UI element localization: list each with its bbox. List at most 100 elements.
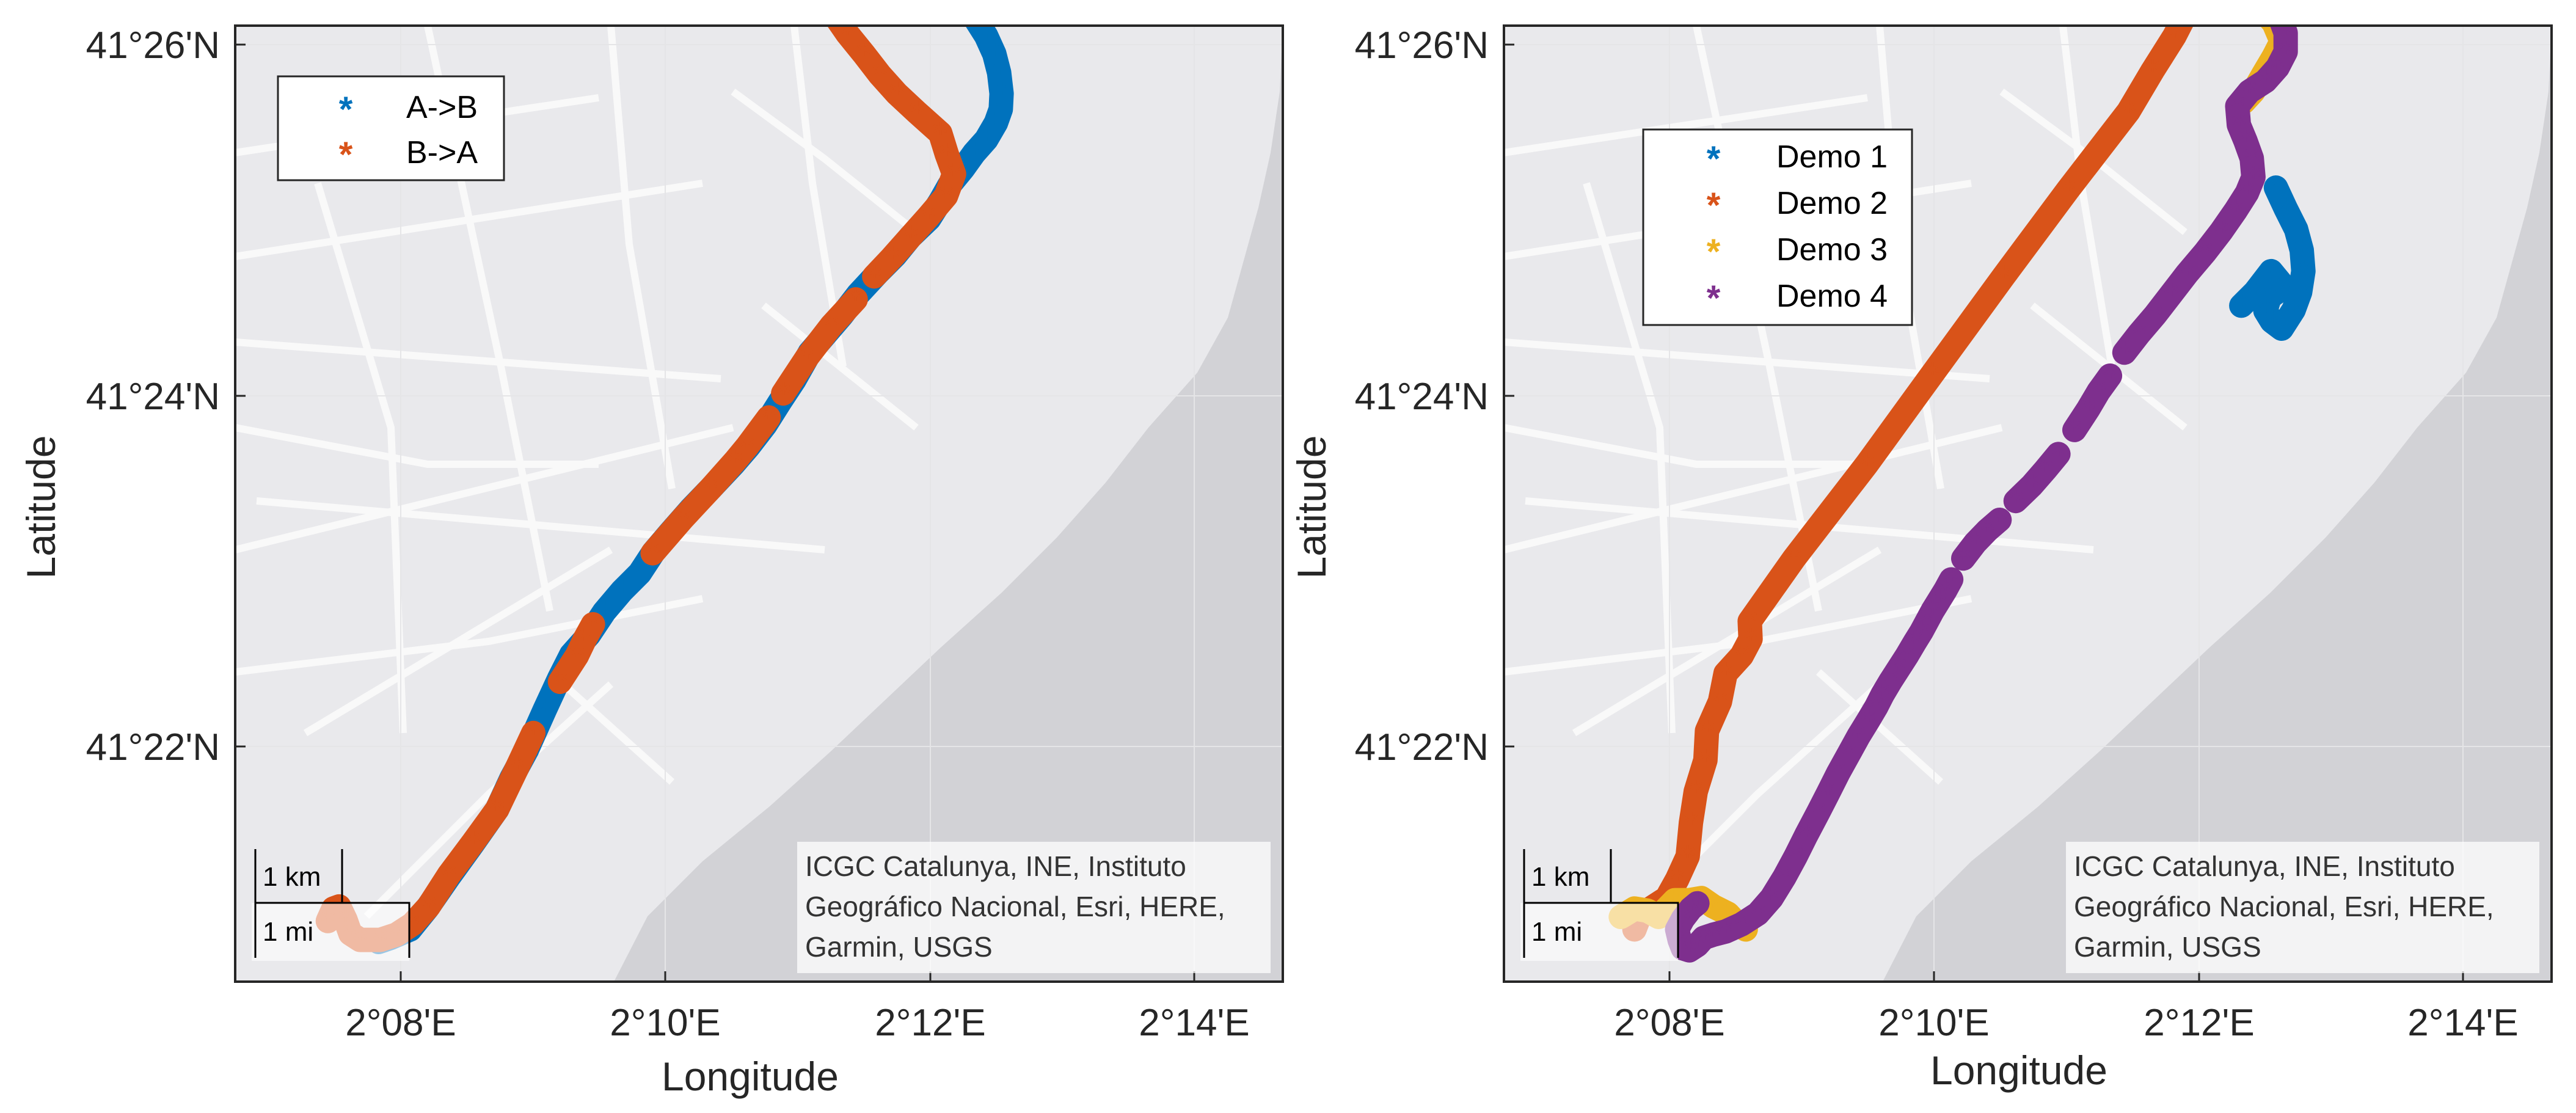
scale-km-label: 1 km xyxy=(1531,862,1589,892)
attribution-line: ICGC Catalunya, INE, Instituto xyxy=(805,850,1186,882)
track-point: * xyxy=(1992,503,2007,536)
track-point: * xyxy=(2293,276,2307,308)
track-point: * xyxy=(1688,775,1703,808)
track-point: * xyxy=(1996,260,2011,293)
track-point: * xyxy=(1742,605,1757,638)
axes-box xyxy=(234,24,1284,983)
track-point: * xyxy=(1842,737,1856,770)
legend-box xyxy=(277,75,505,181)
track-line xyxy=(640,405,781,566)
track-point: * xyxy=(867,260,881,293)
track-line xyxy=(1622,26,2194,942)
track-point: * xyxy=(1968,527,1983,560)
track-point: * xyxy=(1875,678,1890,711)
y-axis-title: Latitude xyxy=(18,436,64,579)
track-point: * xyxy=(1682,934,1696,967)
legend-label: B->A xyxy=(406,135,478,170)
track-point: * xyxy=(826,0,841,30)
legend-marker-icon: * xyxy=(339,135,353,175)
map-panel-right: ************************************* ***… xyxy=(1289,0,2553,1093)
track-point: * xyxy=(1751,897,1765,930)
legend: * A->B * B->A xyxy=(277,75,505,181)
track-point: * xyxy=(1900,639,1914,672)
x-tick-label: 2°10'E xyxy=(610,1002,720,1044)
track-point: * xyxy=(1690,929,1705,962)
track-point: * xyxy=(2279,16,2293,49)
track-point: * xyxy=(1743,622,1758,655)
axes-box xyxy=(1503,24,2553,983)
track-point: * xyxy=(979,123,993,156)
legend-box xyxy=(1642,128,1913,326)
track-point: * xyxy=(967,137,982,170)
track-point: * xyxy=(968,2,982,35)
scale-bar-background xyxy=(252,903,409,961)
track-point: * xyxy=(2132,318,2147,351)
legend-marker-icon: * xyxy=(339,90,353,130)
track-point: * xyxy=(1706,918,1721,951)
track-point: * xyxy=(2247,0,2262,5)
x-tick-label: 2°08'E xyxy=(1614,1002,1724,1044)
track-point: * xyxy=(2238,124,2253,157)
track-point: * xyxy=(889,77,904,110)
track-point: * xyxy=(442,859,456,892)
x-tick-label: 2°12'E xyxy=(875,1002,985,1044)
track-point: * xyxy=(1932,584,1946,617)
track-point: * xyxy=(2167,20,2182,53)
track-point: * xyxy=(2264,255,2279,288)
legend-label: Demo 2 xyxy=(1776,186,1888,221)
track-point: * xyxy=(2198,236,2213,269)
y-tick-label: 41°22'N xyxy=(86,726,220,768)
track-point: * xyxy=(856,37,871,70)
track-point: * xyxy=(848,283,863,316)
track-point: * xyxy=(992,56,1007,89)
legend: * Demo 1 * Demo 2 * Demo 3 * Demo 4 xyxy=(1642,128,1913,326)
track-point: * xyxy=(1799,819,1814,852)
track-point: * xyxy=(1920,605,1935,638)
y-axis-title: Latitude xyxy=(1289,436,1334,579)
track-point: * xyxy=(2191,0,2206,11)
track-point: * xyxy=(903,221,918,254)
track-point: * xyxy=(910,96,924,129)
track-point: * xyxy=(465,827,480,859)
track-point: * xyxy=(1908,626,1922,659)
track-point: * xyxy=(1764,881,1779,914)
track-point: * xyxy=(1698,743,1713,776)
track-point: * xyxy=(2269,171,2283,204)
track-point: * xyxy=(2264,305,2279,338)
track-point: * xyxy=(885,241,899,274)
legend-label: Demo 1 xyxy=(1776,139,1888,175)
track-point: * xyxy=(421,890,436,923)
track-point: * xyxy=(1718,915,1733,948)
track-point: * xyxy=(1851,720,1866,753)
track-point: * xyxy=(2279,192,2293,225)
track-point: * xyxy=(2246,161,2261,194)
track-point: * xyxy=(2164,0,2178,1)
track-point: * xyxy=(2279,35,2293,68)
track-point: * xyxy=(933,117,947,150)
track-point: * xyxy=(645,537,660,570)
x-tick-label: 2°14'E xyxy=(1139,1002,1249,1044)
scale-mi-label: 1 mi xyxy=(1531,917,1582,947)
track-point: * xyxy=(2081,393,2095,426)
track-point: * xyxy=(1861,704,1875,737)
track-point: * xyxy=(824,309,839,342)
attribution-background xyxy=(2066,842,2539,973)
track-point: * xyxy=(1699,715,1714,748)
scale-mi-label: 1 mi xyxy=(263,917,313,947)
x-axis-title: Longitude xyxy=(662,1054,839,1099)
y-tick-label: 41°26'N xyxy=(1355,24,1489,67)
track-point: * xyxy=(943,0,957,2)
track-line xyxy=(826,26,966,289)
track-series: *************** xyxy=(2229,171,2316,345)
scale-bar: 1 km 1 mi xyxy=(252,849,410,961)
track-point: * xyxy=(569,639,584,672)
track-point: * xyxy=(2238,0,2253,11)
x-tick-label: 2°10'E xyxy=(1878,1002,1989,1044)
road-network xyxy=(235,26,919,919)
y-tick-label: 41°26'N xyxy=(86,24,220,67)
track-point: * xyxy=(526,717,541,750)
track-point: * xyxy=(2258,294,2273,327)
legend-marker-icon: * xyxy=(1707,186,1721,225)
track-point: * xyxy=(947,158,961,191)
track-point: * xyxy=(1789,840,1803,873)
